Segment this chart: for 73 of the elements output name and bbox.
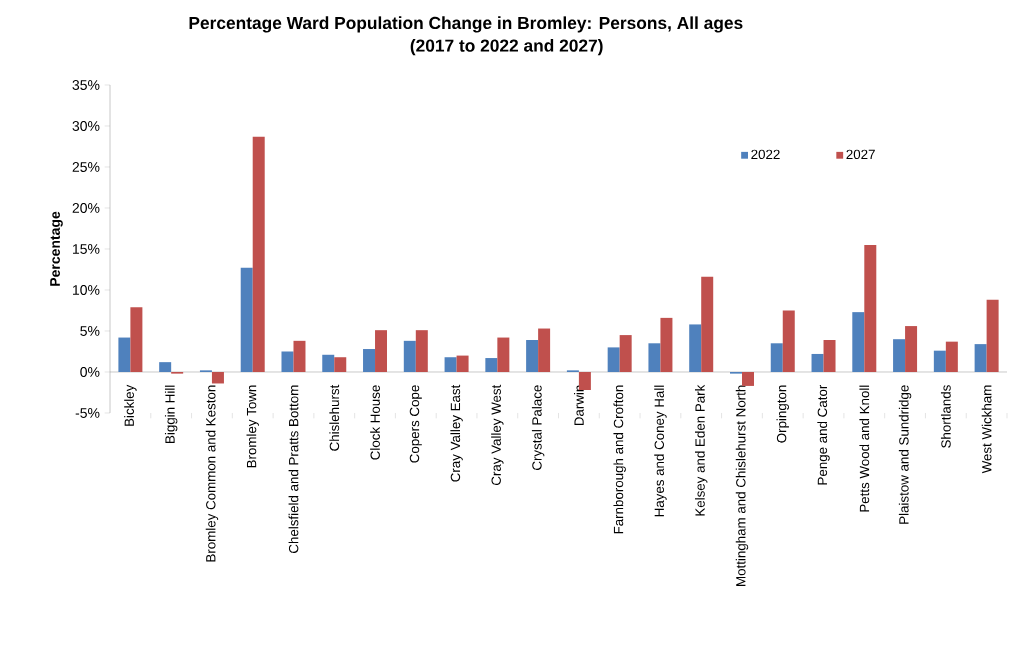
bar	[485, 358, 498, 372]
x-tick-label: Clock House	[370, 385, 380, 460]
bar	[933, 350, 946, 372]
bar	[334, 357, 347, 372]
bar	[986, 299, 999, 372]
bar	[811, 353, 824, 372]
bar	[444, 357, 457, 372]
bar	[375, 330, 388, 372]
bar	[322, 354, 335, 372]
x-tick-label: Cray Valley West	[491, 384, 504, 486]
x-tick-label: Mottingham and Chislehurst North	[735, 385, 749, 586]
bar	[619, 335, 632, 372]
bar	[823, 340, 836, 372]
bar	[701, 276, 714, 372]
y-tick-label: 15%	[73, 244, 100, 254]
x-tick-label: Hayes and Coney Hall	[654, 385, 667, 517]
bar	[211, 371, 224, 384]
x-tick-label: Shortlands	[940, 385, 951, 448]
bar	[497, 337, 510, 372]
x-tick-label: Bromley Town	[246, 385, 259, 468]
bar	[281, 351, 294, 372]
bar	[403, 340, 416, 372]
y-tick-label: 10%	[73, 285, 100, 295]
y-tick-label: 0%	[80, 367, 100, 377]
bar	[770, 343, 783, 372]
bar	[130, 307, 143, 372]
x-tick-label: West Wickham	[981, 385, 992, 474]
x-tick-label: Bickley	[124, 384, 137, 426]
bar	[363, 349, 376, 372]
x-tick-label: Kelsey and Eden Park	[695, 384, 708, 516]
x-tick-label: Biggin Hill	[164, 385, 178, 443]
legend-label: 2027	[846, 149, 875, 160]
x-tick-label: Crystal Palace	[531, 385, 545, 470]
x-tick-label: Farnborough and Crofton	[613, 385, 626, 534]
y-tick-label: 20%	[72, 203, 100, 213]
bar	[648, 343, 661, 372]
bar	[864, 244, 877, 372]
y-tick-label: 25%	[72, 162, 100, 172]
x-tick-label: Cray Valley East	[450, 384, 463, 482]
bar	[893, 339, 906, 372]
bar	[607, 347, 620, 372]
y-tick-label: 35%	[72, 80, 100, 90]
x-tick-label: Chelsfield and Pratts Bottom	[288, 385, 299, 553]
y-axis-title: Percentage	[50, 211, 63, 286]
bar	[159, 362, 172, 372]
x-tick-label: Penge and Cator	[817, 384, 830, 485]
bar	[526, 340, 539, 372]
bar	[905, 326, 918, 372]
bar	[945, 341, 958, 372]
x-tick-label: Orpington	[776, 385, 789, 443]
bar	[852, 312, 865, 372]
bar	[240, 267, 253, 372]
bar	[118, 337, 131, 372]
x-tick-label: Chislehurst	[329, 384, 340, 451]
bar	[689, 324, 702, 372]
bar	[974, 344, 987, 372]
x-tick-label: Bromley Common and Keston	[205, 385, 219, 562]
y-tick-label: 30%	[72, 121, 100, 131]
x-tick-label: Copers Cope	[409, 385, 422, 463]
y-tick-label: 5%	[80, 326, 100, 336]
bar	[538, 328, 551, 372]
bar	[660, 317, 673, 372]
x-tick-label: Petts Wood and Knoll	[859, 385, 870, 512]
legend-label: 2022	[751, 149, 780, 160]
bar	[252, 136, 265, 372]
bar	[456, 355, 469, 372]
bar	[741, 371, 754, 386]
bar	[415, 330, 428, 372]
y-tick-label: -5%	[75, 408, 100, 418]
bar	[293, 340, 306, 372]
x-tick-label: Plaistow and Sundridge	[898, 385, 912, 524]
bar	[782, 310, 795, 372]
chart-title: Percentage Ward Population Change in Bromley: Persons, All ages (2017 to 2022 and 2027)	[189, 16, 743, 56]
